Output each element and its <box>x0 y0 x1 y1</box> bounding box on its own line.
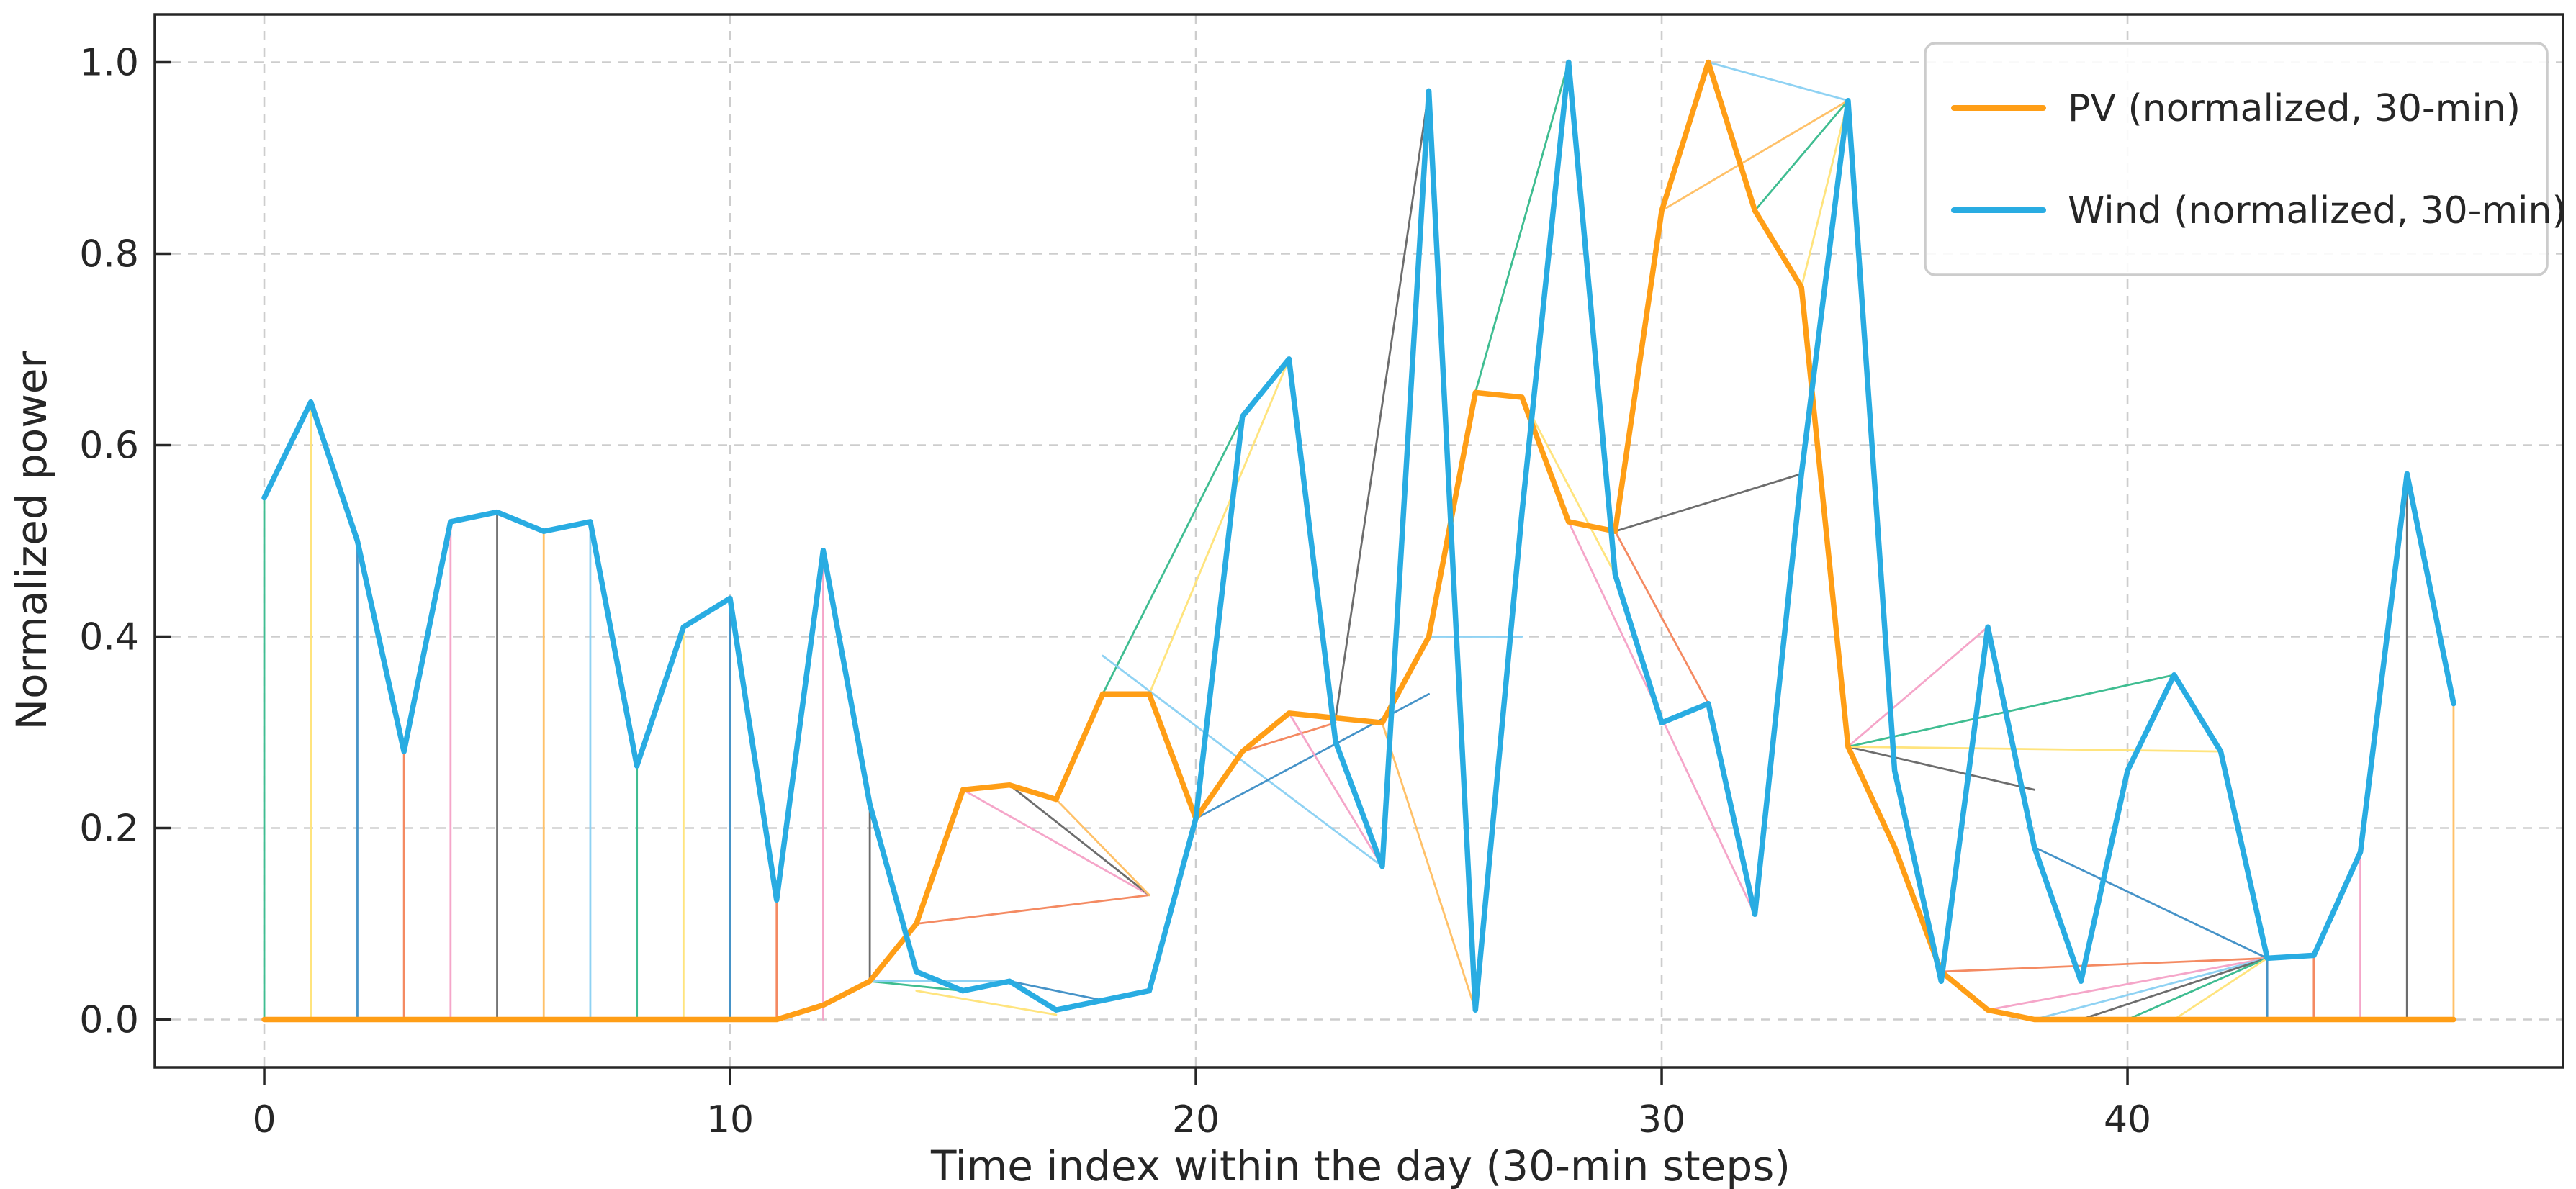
aux-connector-segments <box>263 61 2455 1021</box>
aux-segment-pink <box>1288 712 1384 868</box>
legend: PV (normalized, 30-min) Wind (normalized… <box>1924 42 2567 276</box>
aux-segment-pink <box>962 788 1150 896</box>
axis-ticks: 0 10 20 30 40 0.0 0.2 0.4 0.6 0.8 1.0 <box>79 42 2151 1142</box>
legend-label-wind: Wind (normalized, 30-min) <box>2068 189 2567 232</box>
series-line-pv <box>261 59 2456 1023</box>
aux-segment-yellow <box>1521 396 1616 576</box>
aux-segment-skyblue <box>1102 654 1384 868</box>
x-tick-label: 10 <box>706 1098 754 1141</box>
y-axis-label: Normalized power <box>7 351 56 731</box>
aux-segment-amber <box>1055 798 1150 896</box>
series-line-wind <box>261 59 2456 1013</box>
aux-segment-yellow <box>1800 99 1850 289</box>
aux-segment-amber <box>1660 99 1850 212</box>
aux-segment-amber <box>1381 721 1477 1011</box>
x-tick-label: 20 <box>1172 1098 1220 1141</box>
aux-segment-green <box>1847 674 2176 748</box>
y-tick-label: 0.8 <box>79 233 139 276</box>
aux-segment-skyblue <box>2033 957 2269 1021</box>
legend-label-pv: PV (normalized, 30-min) <box>2068 87 2521 130</box>
aux-segment-gray <box>1613 473 1803 533</box>
aux-segment-steelblue <box>1008 980 1104 1002</box>
aux-segment-gray <box>1334 90 1430 719</box>
y-tick-label: 0.6 <box>79 425 139 468</box>
aux-segment-yellow <box>1148 358 1290 695</box>
data-series-lines <box>261 59 2456 1023</box>
x-tick-label: 40 <box>2104 1098 2151 1141</box>
y-tick-label: 0.0 <box>79 999 139 1042</box>
aux-segment-green <box>1102 415 1244 695</box>
aux-segment-green <box>2126 957 2269 1021</box>
x-tick-label: 0 <box>252 1098 276 1141</box>
aux-segment-salmon <box>1940 957 2269 973</box>
x-axis-label: Time index within the day (30-min steps) <box>930 1141 1791 1189</box>
aux-segment-gray <box>1847 746 2036 791</box>
aux-segment-steelblue <box>2033 846 2269 959</box>
aux-segment-green <box>1754 99 1850 212</box>
aux-segment-skyblue <box>1707 61 1850 102</box>
plot-border <box>153 13 2564 1069</box>
aux-segment-pink <box>1986 957 2269 1011</box>
aux-segment-yellow <box>2173 957 2269 1021</box>
y-tick-label: 1.0 <box>79 42 139 85</box>
y-tick-label: 0.4 <box>79 616 139 659</box>
aux-segment-gray <box>1008 784 1150 896</box>
x-tick-label: 30 <box>1638 1098 1685 1141</box>
aux-segment-green <box>868 980 964 992</box>
y-tick-label: 0.2 <box>79 808 139 851</box>
aux-segment-pink <box>1847 625 1989 748</box>
aux-segment-salmon <box>1241 721 1337 753</box>
aux-segment-yellow <box>1847 746 2222 753</box>
legend-box <box>1924 42 2549 276</box>
aux-segment-yellow <box>915 990 1058 1016</box>
aux-segment-salmon <box>915 894 1150 925</box>
aux-segment-green <box>1474 61 1570 394</box>
aux-segment-gray <box>2079 957 2269 1021</box>
aux-segment-salmon <box>1613 530 1710 705</box>
